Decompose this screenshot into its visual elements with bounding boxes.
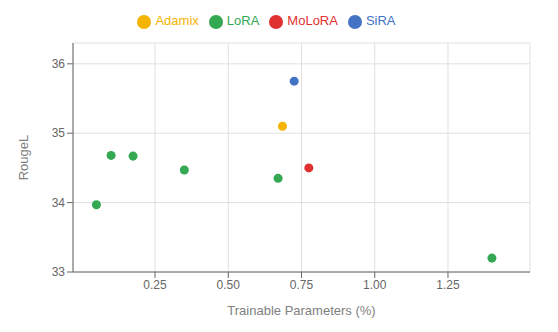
svg-text:35: 35	[52, 126, 66, 140]
svg-text:0.50: 0.50	[217, 278, 241, 292]
html-text:LoRA: LoRA	[226, 13, 260, 28]
svg-text:34: 34	[52, 196, 66, 210]
html-text:Adamix: Adamix	[155, 13, 199, 28]
html-text:MoLoRA: MoLoRA	[287, 13, 338, 28]
svg-text:1.00: 1.00	[363, 278, 387, 292]
svg-text:0.75: 0.75	[290, 278, 314, 292]
html-text:SiRA: SiRA	[365, 13, 396, 28]
svg-text:36: 36	[52, 57, 66, 71]
svg-text:33: 33	[52, 265, 66, 279]
svg-text:RougeL: RougeL	[16, 135, 31, 181]
svg-text:0.25: 0.25	[143, 278, 167, 292]
svg-text:Trainable Parameters (%): Trainable Parameters (%)	[227, 303, 375, 318]
svg-text:1.25: 1.25	[436, 278, 460, 292]
